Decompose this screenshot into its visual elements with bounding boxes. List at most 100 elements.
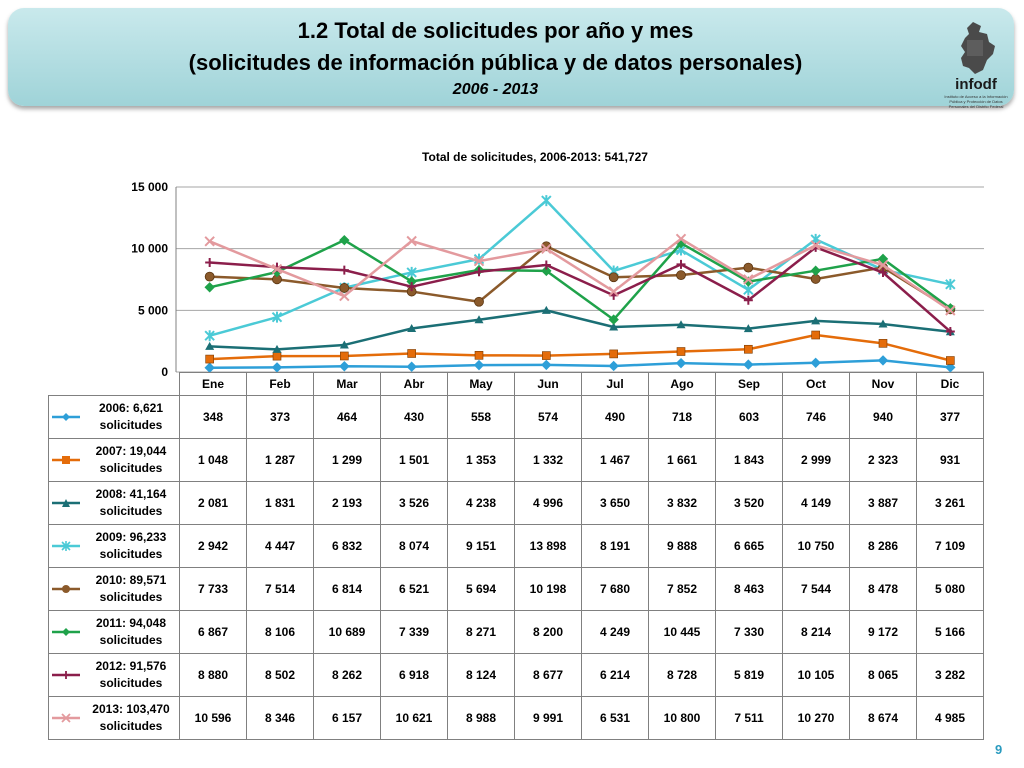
legend-entry: 2013: 103,470 solicitudes — [48, 696, 180, 740]
data-point — [744, 344, 753, 354]
slide-years: 2006 - 2013 — [452, 81, 539, 98]
data-label: 10 105 — [782, 653, 850, 697]
data-point — [945, 278, 956, 290]
legend-marker-icon — [52, 413, 80, 421]
legend-marker-icon — [52, 541, 80, 551]
data-point — [810, 265, 821, 276]
data-label: 5 166 — [916, 610, 984, 654]
legend-entry: 2009: 96,233 solicitudes — [48, 524, 180, 568]
data-label: 8 271 — [447, 610, 515, 654]
data-label: 7 330 — [715, 610, 783, 654]
data-point — [541, 195, 552, 207]
data-point — [541, 265, 552, 277]
data-label: 1 048 — [179, 438, 247, 482]
data-point — [945, 362, 956, 373]
page-number: 9 — [995, 742, 1003, 757]
data-point — [878, 268, 888, 278]
data-label: 8 200 — [514, 610, 582, 654]
data-label: 9 172 — [849, 610, 917, 654]
data-label: 1 501 — [380, 438, 448, 482]
x-tick-label: Nov — [849, 372, 917, 396]
data-label: 746 — [782, 395, 850, 439]
data-point — [877, 355, 889, 366]
data-label: 4 996 — [514, 481, 582, 525]
data-label: 8 677 — [514, 653, 582, 697]
data-point — [608, 286, 619, 297]
data-point — [541, 260, 551, 270]
x-tick-label: Jul — [581, 372, 649, 396]
data-label: 8 988 — [447, 696, 515, 740]
data-label: 8 124 — [447, 653, 515, 697]
data-point — [339, 283, 350, 293]
data-point — [205, 354, 214, 364]
data-label: 3 887 — [849, 481, 917, 525]
data-label: 8 463 — [715, 567, 783, 611]
data-label: 1 843 — [715, 438, 783, 482]
data-label: 8 728 — [648, 653, 716, 697]
data-label: 3 832 — [648, 481, 716, 525]
data-point — [608, 360, 619, 372]
x-tick-label: May — [447, 372, 515, 396]
data-point — [271, 362, 283, 373]
data-label: 8 478 — [849, 567, 917, 611]
data-point — [810, 357, 821, 369]
data-point — [811, 316, 821, 325]
data-label: 2 081 — [179, 481, 247, 525]
data-label: 931 — [916, 438, 984, 482]
y-tick-label: 15 000 — [131, 180, 168, 194]
legend-entry: 2007: 19,044 solicitudes — [48, 438, 180, 482]
data-point — [877, 253, 889, 265]
data-point — [339, 234, 350, 246]
data-label: 8 191 — [581, 524, 649, 568]
data-label: 3 520 — [715, 481, 783, 525]
data-label: 8 674 — [849, 696, 917, 740]
data-label: 940 — [849, 395, 917, 439]
data-point — [743, 295, 753, 305]
data-point — [743, 324, 753, 333]
data-label: 7 339 — [380, 610, 448, 654]
data-point — [609, 349, 618, 359]
series-line-7 — [209, 237, 952, 312]
x-tick-label: Dic — [916, 372, 984, 396]
data-point — [945, 305, 956, 316]
table-row: 2011: 94,048 solicitudes 6 867 8 106 10 689… — [48, 610, 984, 654]
data-label: 8 286 — [849, 524, 917, 568]
data-point — [877, 259, 889, 271]
data-point — [878, 339, 888, 348]
table-row: 2007: 19,044 solicitudes 1 048 1 287 1 299 1… — [48, 438, 984, 482]
data-point — [205, 257, 215, 267]
data-label: 348 — [179, 395, 247, 439]
data-point — [541, 305, 551, 314]
data-point — [272, 344, 282, 353]
data-point — [743, 359, 754, 370]
data-label: 558 — [447, 395, 515, 439]
data-point — [473, 253, 485, 265]
legend-marker-icon — [52, 628, 80, 636]
x-tick-label: Mar — [313, 372, 381, 396]
x-tick-label: Ago — [648, 372, 716, 396]
data-label: 5 819 — [715, 653, 783, 697]
y-tick-label: 10 000 — [131, 242, 168, 256]
data-label: 574 — [514, 395, 582, 439]
data-label: 603 — [715, 395, 783, 439]
data-label: 1 332 — [514, 438, 582, 482]
data-label: 13 898 — [514, 524, 582, 568]
data-point — [945, 327, 955, 337]
series-name: 2008: 41,164 solicitudes — [95, 487, 167, 518]
table-row: 2008: 41,164 solicitudes 2 081 1 831 2 193 3… — [48, 481, 984, 525]
series-line-1 — [209, 333, 951, 362]
data-label: 8 346 — [246, 696, 314, 740]
data-label: 8 065 — [849, 653, 917, 697]
data-label: 7 511 — [715, 696, 783, 740]
data-point — [406, 361, 417, 372]
data-label: 8 880 — [179, 653, 247, 697]
legend-entry: 2012: 91,576 solicitudes — [48, 653, 180, 697]
data-point — [272, 351, 282, 361]
data-label: 6 918 — [380, 653, 448, 697]
data-point — [609, 322, 619, 331]
data-label: 8 214 — [782, 610, 850, 654]
data-label: 3 526 — [380, 481, 448, 525]
data-label: 490 — [581, 395, 649, 439]
data-label: 7 680 — [581, 567, 649, 611]
table-corner — [49, 373, 180, 396]
